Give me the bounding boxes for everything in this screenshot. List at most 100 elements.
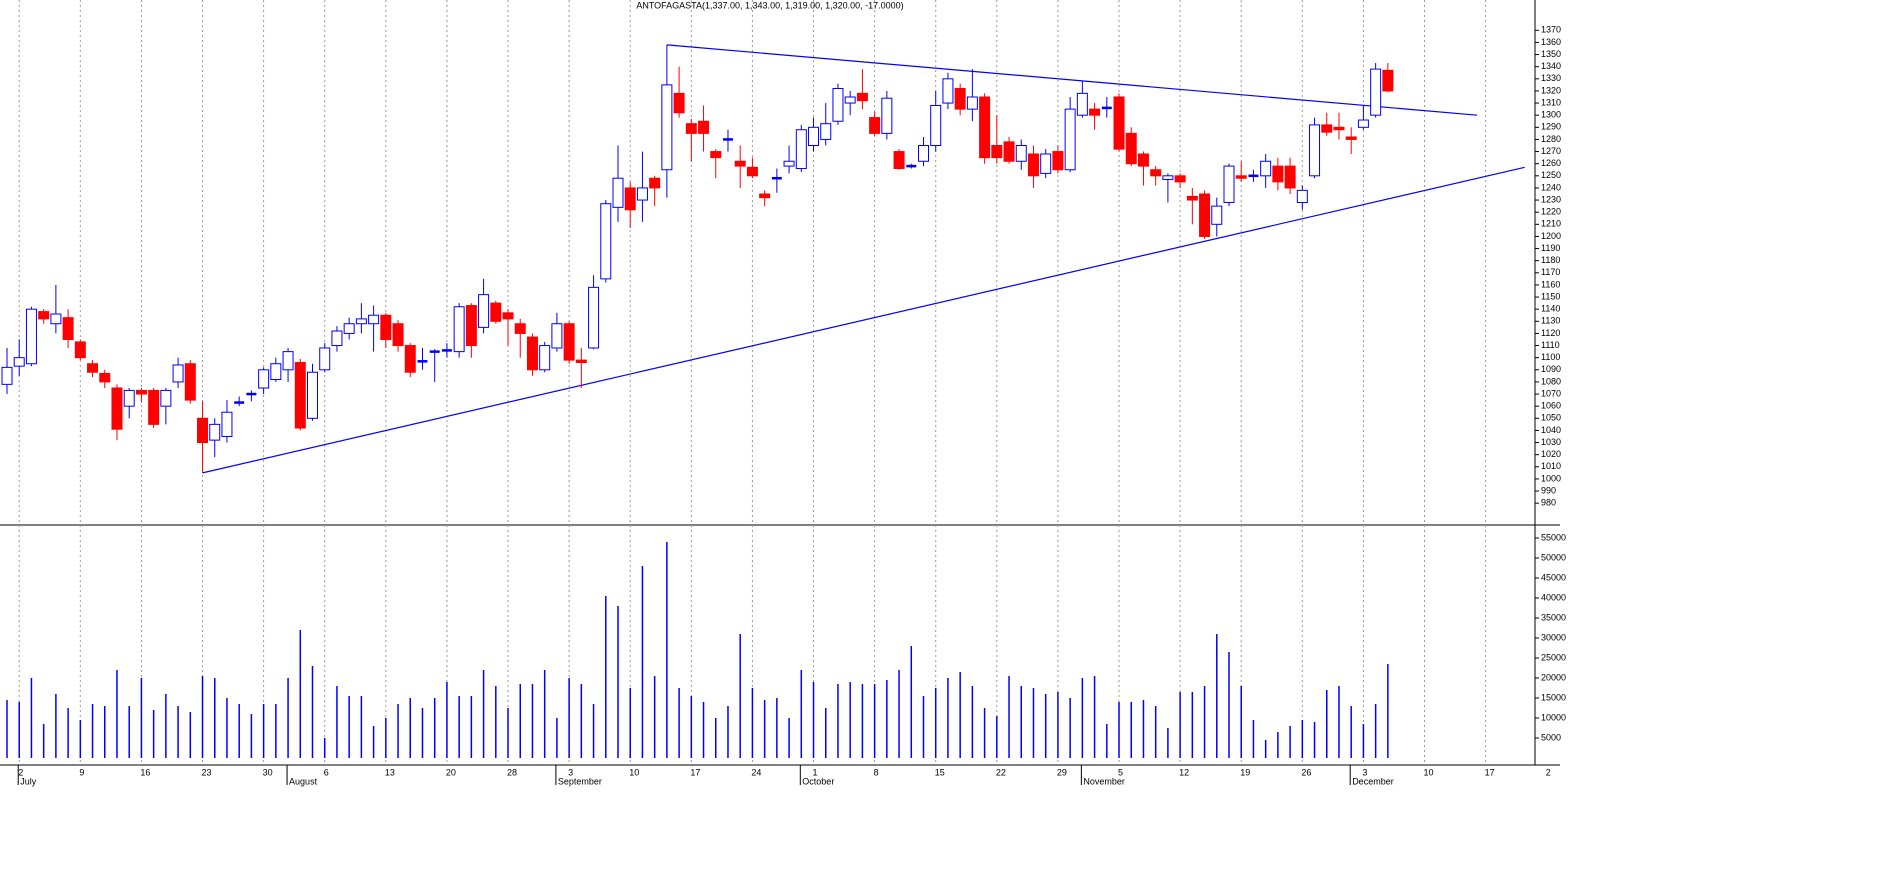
candle-body — [1125, 132, 1137, 165]
x-tick-label: 10 — [629, 767, 639, 777]
candle-body — [111, 387, 123, 430]
candle-body — [930, 104, 942, 146]
candle-body — [954, 88, 966, 110]
candle-body — [282, 351, 294, 371]
candle-body — [25, 308, 37, 365]
candle-body — [453, 306, 465, 353]
candle-body — [209, 423, 221, 441]
candle-body — [1113, 96, 1125, 150]
y-tick-label: 1030 — [1541, 437, 1561, 447]
candle-body — [575, 359, 587, 364]
candle-body — [1150, 169, 1162, 177]
candle-body — [478, 294, 490, 328]
candle-body — [991, 144, 1003, 159]
candle-body — [1382, 69, 1394, 92]
candle-body — [135, 389, 147, 395]
candle-body — [893, 151, 905, 170]
y-tick-label: 1340 — [1541, 61, 1561, 71]
candle-body — [979, 96, 991, 159]
candle-body — [1174, 175, 1186, 183]
candle-body — [307, 371, 318, 419]
y-tick-label: 35000 — [1541, 612, 1566, 622]
candle-body — [62, 317, 74, 340]
y-tick-label: 1010 — [1541, 461, 1561, 471]
x-tick-label: 23 — [202, 767, 212, 777]
candle-body — [502, 312, 514, 320]
y-tick-label: 30000 — [1541, 632, 1566, 642]
candle-body — [1137, 153, 1149, 167]
y-tick-label: 1130 — [1541, 316, 1560, 326]
candle-body — [844, 96, 856, 104]
candle-body — [123, 389, 135, 407]
y-tick-label: 10000 — [1541, 712, 1566, 722]
candle-body — [74, 341, 86, 359]
x-tick-label: 3 — [568, 767, 573, 777]
x-tick-label: 13 — [385, 767, 395, 777]
x-tick-label: 8 — [874, 767, 879, 777]
y-tick-label: 15000 — [1541, 692, 1566, 702]
x-tick-label: 2 — [1546, 767, 1551, 777]
y-tick-label: 1200 — [1541, 231, 1561, 241]
candle-body — [404, 345, 416, 373]
y-tick-label: 980 — [1541, 498, 1556, 508]
candle-body — [588, 286, 600, 349]
y-tick-label: 1310 — [1541, 97, 1561, 107]
x-tick-label: 12 — [1179, 767, 1189, 777]
candle-body — [221, 411, 233, 437]
x-tick-label: 22 — [996, 767, 1006, 777]
candle-body — [270, 363, 282, 381]
candle-body — [783, 160, 795, 167]
candle-body — [1052, 151, 1064, 171]
candle-body — [1309, 124, 1321, 177]
candle-body — [698, 120, 710, 134]
candle-body — [1357, 119, 1369, 128]
x-tick-label: 28 — [507, 767, 517, 777]
y-tick-label: 1080 — [1541, 376, 1561, 386]
candle-body — [514, 323, 526, 334]
candle-body — [612, 177, 624, 208]
candle-body — [87, 363, 99, 373]
candle-body — [966, 96, 978, 110]
candle-body — [636, 187, 648, 201]
y-tick-label: 1050 — [1541, 413, 1561, 423]
month-label: August — [289, 776, 318, 786]
candle-body — [795, 129, 807, 170]
x-tick-label: 17 — [690, 767, 700, 777]
y-tick-label: 1220 — [1541, 207, 1561, 217]
candle-body — [148, 389, 160, 425]
x-tick-label: 29 — [1057, 767, 1067, 777]
candle-body — [1223, 165, 1235, 203]
candle-body — [1321, 124, 1333, 133]
y-tick-label: 1170 — [1541, 267, 1560, 277]
y-tick-label: 1150 — [1541, 291, 1560, 301]
candle-body — [539, 345, 551, 371]
month-label: September — [558, 776, 602, 786]
candle-body — [1296, 189, 1308, 203]
month-label: October — [802, 776, 834, 786]
y-tick-label: 1360 — [1541, 37, 1561, 47]
y-tick-label: 1020 — [1541, 449, 1561, 459]
candle-body — [38, 311, 50, 320]
y-tick-label: 1000 — [1541, 473, 1561, 483]
y-tick-label: 1250 — [1541, 170, 1561, 180]
candle-body — [1089, 108, 1101, 116]
y-tick-label: 1210 — [1541, 219, 1561, 229]
candle-body — [563, 323, 575, 361]
candle-body — [1333, 126, 1345, 131]
x-tick-label: 5 — [1118, 767, 1123, 777]
y-tick-label: 1330 — [1541, 73, 1561, 83]
x-tick-label: 1 — [813, 767, 818, 777]
x-tick-label: 9 — [79, 767, 84, 777]
candle-body — [1003, 141, 1015, 162]
candle-body — [551, 323, 563, 349]
candle-body — [258, 369, 270, 389]
trendline — [666, 44, 1478, 116]
x-tick-label: 15 — [935, 767, 945, 777]
x-tick-label: 16 — [140, 767, 150, 777]
candle-body — [490, 302, 502, 322]
candle-body — [465, 305, 477, 347]
y-tick-label: 50000 — [1541, 552, 1566, 562]
candle-body — [942, 78, 954, 104]
y-tick-label: 1100 — [1541, 352, 1560, 362]
